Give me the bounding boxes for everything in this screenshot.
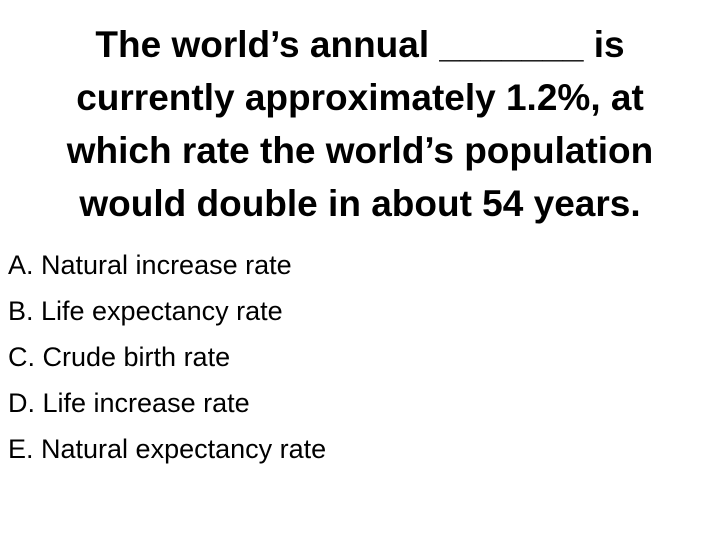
answer-option: A. Natural increase rate bbox=[8, 250, 292, 280]
answer-option: B. Life expectancy rate bbox=[8, 296, 283, 326]
answer-option: C. Crude birth rate bbox=[8, 342, 231, 372]
question-line: would double in about 54 years. bbox=[79, 183, 641, 224]
answer-option: E. Natural expectancy rate bbox=[8, 434, 327, 464]
question-line: currently approximately 1.2%, at bbox=[76, 77, 644, 118]
question-line: The world’s annual _______ is bbox=[95, 24, 625, 65]
answer-option: D. Life increase rate bbox=[8, 388, 250, 418]
question: The world’s annual _______ is currently a… bbox=[0, 18, 720, 230]
options: A. Natural increase rate B. Life expectan… bbox=[8, 242, 326, 472]
question-line: which rate the world’s population bbox=[66, 130, 654, 171]
